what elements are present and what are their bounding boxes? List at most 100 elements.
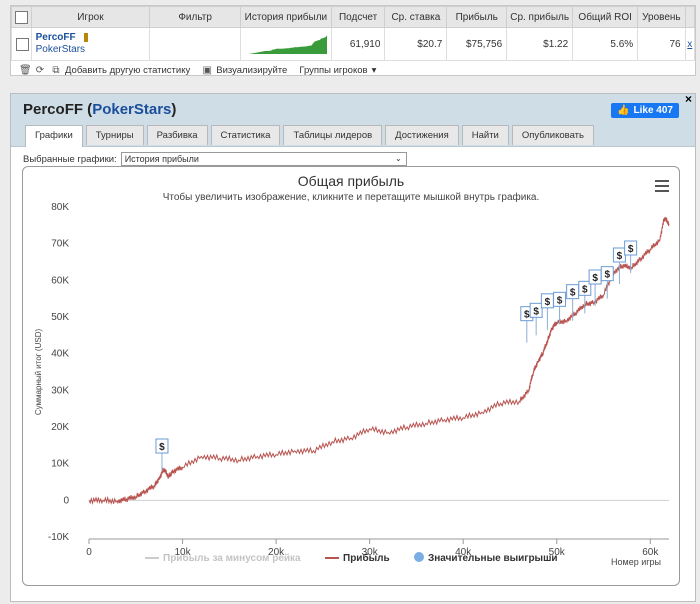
- col-header-player[interactable]: Игрок: [30, 6, 151, 28]
- y-tick-label: 40K: [51, 349, 69, 360]
- tab-5[interactable]: Достижения: [385, 125, 459, 145]
- col-header-count[interactable]: Подсчет: [330, 6, 386, 28]
- profit-chart[interactable]: Общая прибыль Чтобы увеличить изображени…: [22, 166, 680, 586]
- chart-canvas: -10K 0 10K 20K 30K 40K 50K 60K 70K 80K 0 10k 20k 30k 4…: [34, 202, 670, 567]
- chevron-down-icon: ⌄: [394, 154, 402, 163]
- big-win-marker[interactable]: $: [612, 247, 626, 284]
- col-header-profit[interactable]: Прибыль: [446, 6, 508, 28]
- col-header-level[interactable]: Уровень: [637, 6, 686, 28]
- col-header-avg-stake[interactable]: Ср. ставка: [384, 6, 448, 28]
- player-network: PokerStars: [35, 44, 86, 55]
- profit-sparkline: [240, 27, 332, 61]
- legend-label: Прибыль за минусом рейка: [163, 552, 301, 564]
- avg-profit-cell: $1.22: [506, 27, 574, 61]
- copy-icon: ⧉: [52, 65, 60, 76]
- thumbs-up-icon: 👍: [617, 105, 630, 116]
- row-checkbox[interactable]: [11, 27, 32, 61]
- chart-select-label: Выбранные графики:: [23, 153, 117, 165]
- big-win-label: $: [582, 284, 588, 295]
- stats-table: Игрок Фильтр История прибыли Подсчет Ср.…: [11, 6, 696, 61]
- big-win-label: $: [159, 442, 165, 453]
- table-row: PercoFF PokerStars 61,910 $20.7 $75,756 …: [11, 27, 696, 61]
- x-tick-label: 50k: [549, 547, 566, 558]
- refresh-icon[interactable]: ⟳: [35, 65, 45, 76]
- sparkline-area: [248, 35, 327, 54]
- filter-cell[interactable]: [149, 27, 242, 61]
- big-win-marker[interactable]: $: [600, 266, 614, 299]
- col-header-profit-history[interactable]: История прибыли: [240, 6, 332, 28]
- legend-item-profit[interactable]: Прибыль: [325, 552, 390, 564]
- big-win-marker[interactable]: $: [588, 269, 602, 306]
- y-tick-label: 80K: [51, 202, 69, 213]
- tab-2[interactable]: Разбивка: [146, 125, 208, 145]
- big-win-label: $: [628, 244, 634, 255]
- tab-4[interactable]: Таблицы лидеров: [283, 125, 383, 145]
- player-cell: PercoFF PokerStars: [30, 27, 151, 61]
- big-win-label: $: [557, 295, 563, 306]
- big-win-label: $: [570, 288, 576, 299]
- profile-tabs: Графики Турниры Разбивка Статистика Таблицы …: [25, 125, 594, 147]
- add-stat-button[interactable]: ⧉ Добавить другую статистику: [52, 65, 191, 76]
- select-all-checkbox[interactable]: [11, 6, 32, 28]
- count-cell: 61,910: [330, 27, 386, 61]
- big-win-marker[interactable]: $: [540, 293, 554, 330]
- tab-6[interactable]: Найти: [461, 125, 509, 145]
- big-win-marker[interactable]: $: [529, 302, 543, 336]
- y-tick-label: 10K: [51, 459, 69, 470]
- chart-title: Общая прибыль: [297, 173, 405, 189]
- legend-item-rake[interactable]: Прибыль за минусом рейка: [145, 552, 301, 564]
- x-tick-label: 40k: [455, 547, 472, 558]
- y-tick-label: 60K: [51, 275, 69, 286]
- hamburger-menu-icon[interactable]: [655, 180, 669, 195]
- player-name-link[interactable]: PercoFF: [35, 32, 76, 43]
- tab-1[interactable]: Турниры: [85, 125, 144, 145]
- legend-label: Значительные выигрыши: [428, 553, 558, 564]
- level-cell: 76: [637, 27, 686, 61]
- big-win-label: $: [533, 306, 539, 317]
- player-flag-icon: [84, 32, 89, 42]
- trash-icon[interactable]: 🗑: [19, 65, 32, 76]
- facebook-like-button[interactable]: 👍 Like 407: [611, 103, 679, 118]
- player-groups-dropdown[interactable]: Группы игроков ▾: [299, 65, 377, 76]
- col-header-roi[interactable]: Общий ROI: [572, 6, 639, 28]
- y-tick-label: 0: [63, 495, 69, 506]
- col-header-avg-profit[interactable]: Ср. прибыль: [506, 6, 574, 28]
- big-win-label: $: [524, 310, 530, 321]
- chart-select[interactable]: История прибыли ⌄: [120, 152, 407, 166]
- y-tick-label: 70K: [51, 239, 69, 250]
- profit-series-line: [88, 216, 670, 506]
- y-axis-title: Суммарный итог (USD): [34, 329, 43, 416]
- roi-cell: 5.6%: [572, 27, 639, 61]
- y-tick-label: -10K: [48, 532, 69, 543]
- visualize-button[interactable]: ▣ Визуализируйте: [202, 65, 288, 76]
- big-win-marker[interactable]: $: [578, 280, 592, 314]
- player-stats-panel: Игрок Фильтр История прибыли Подсчет Ср.…: [10, 5, 696, 76]
- x-tick-label: 20k: [268, 547, 285, 558]
- big-win-label: $: [617, 251, 623, 262]
- stats-toolbar: 🗑 ⟳ ⧉ Добавить другую статистику ▣ Визуа…: [11, 61, 695, 80]
- y-tick-label: 20K: [51, 422, 69, 433]
- player-profile-panel: PercoFF (PokerStars) × 👍 Like 407 График…: [10, 92, 696, 602]
- legend-item-big-wins[interactable]: Значительные выигрыши: [414, 552, 558, 564]
- big-win-marker[interactable]: $: [624, 240, 638, 273]
- close-icon[interactable]: ×: [684, 92, 692, 106]
- tab-3[interactable]: Статистика: [210, 125, 281, 145]
- legend-label: Прибыль: [343, 552, 390, 564]
- big-win-marker[interactable]: $: [155, 438, 169, 471]
- x-tick-label: 10k: [174, 547, 191, 558]
- big-win-marker[interactable]: $: [566, 284, 580, 321]
- chart-subtitle: Чтобы увеличить изображение, кликните и …: [162, 192, 540, 203]
- network-link[interactable]: PokerStars: [92, 101, 172, 118]
- y-tick-label: 50K: [51, 312, 69, 323]
- tab-7[interactable]: Опубликовать: [511, 125, 594, 145]
- avg-stake-cell: $20.7: [384, 27, 448, 61]
- profile-header: PercoFF (PokerStars) × 👍 Like 407 График…: [11, 92, 695, 147]
- col-header-filter[interactable]: Фильтр: [149, 6, 242, 28]
- big-win-marker[interactable]: $: [553, 291, 567, 325]
- stats-header-row: Игрок Фильтр История прибыли Подсчет Ср.…: [11, 6, 696, 28]
- remove-row-link[interactable]: x: [684, 27, 696, 61]
- tab-0[interactable]: Графики: [25, 125, 83, 147]
- profile-title: PercoFF (PokerStars): [23, 101, 177, 118]
- profit-cell: $75,756: [446, 27, 508, 61]
- chart-select-row: Выбранные графики: История прибыли ⌄: [23, 152, 407, 166]
